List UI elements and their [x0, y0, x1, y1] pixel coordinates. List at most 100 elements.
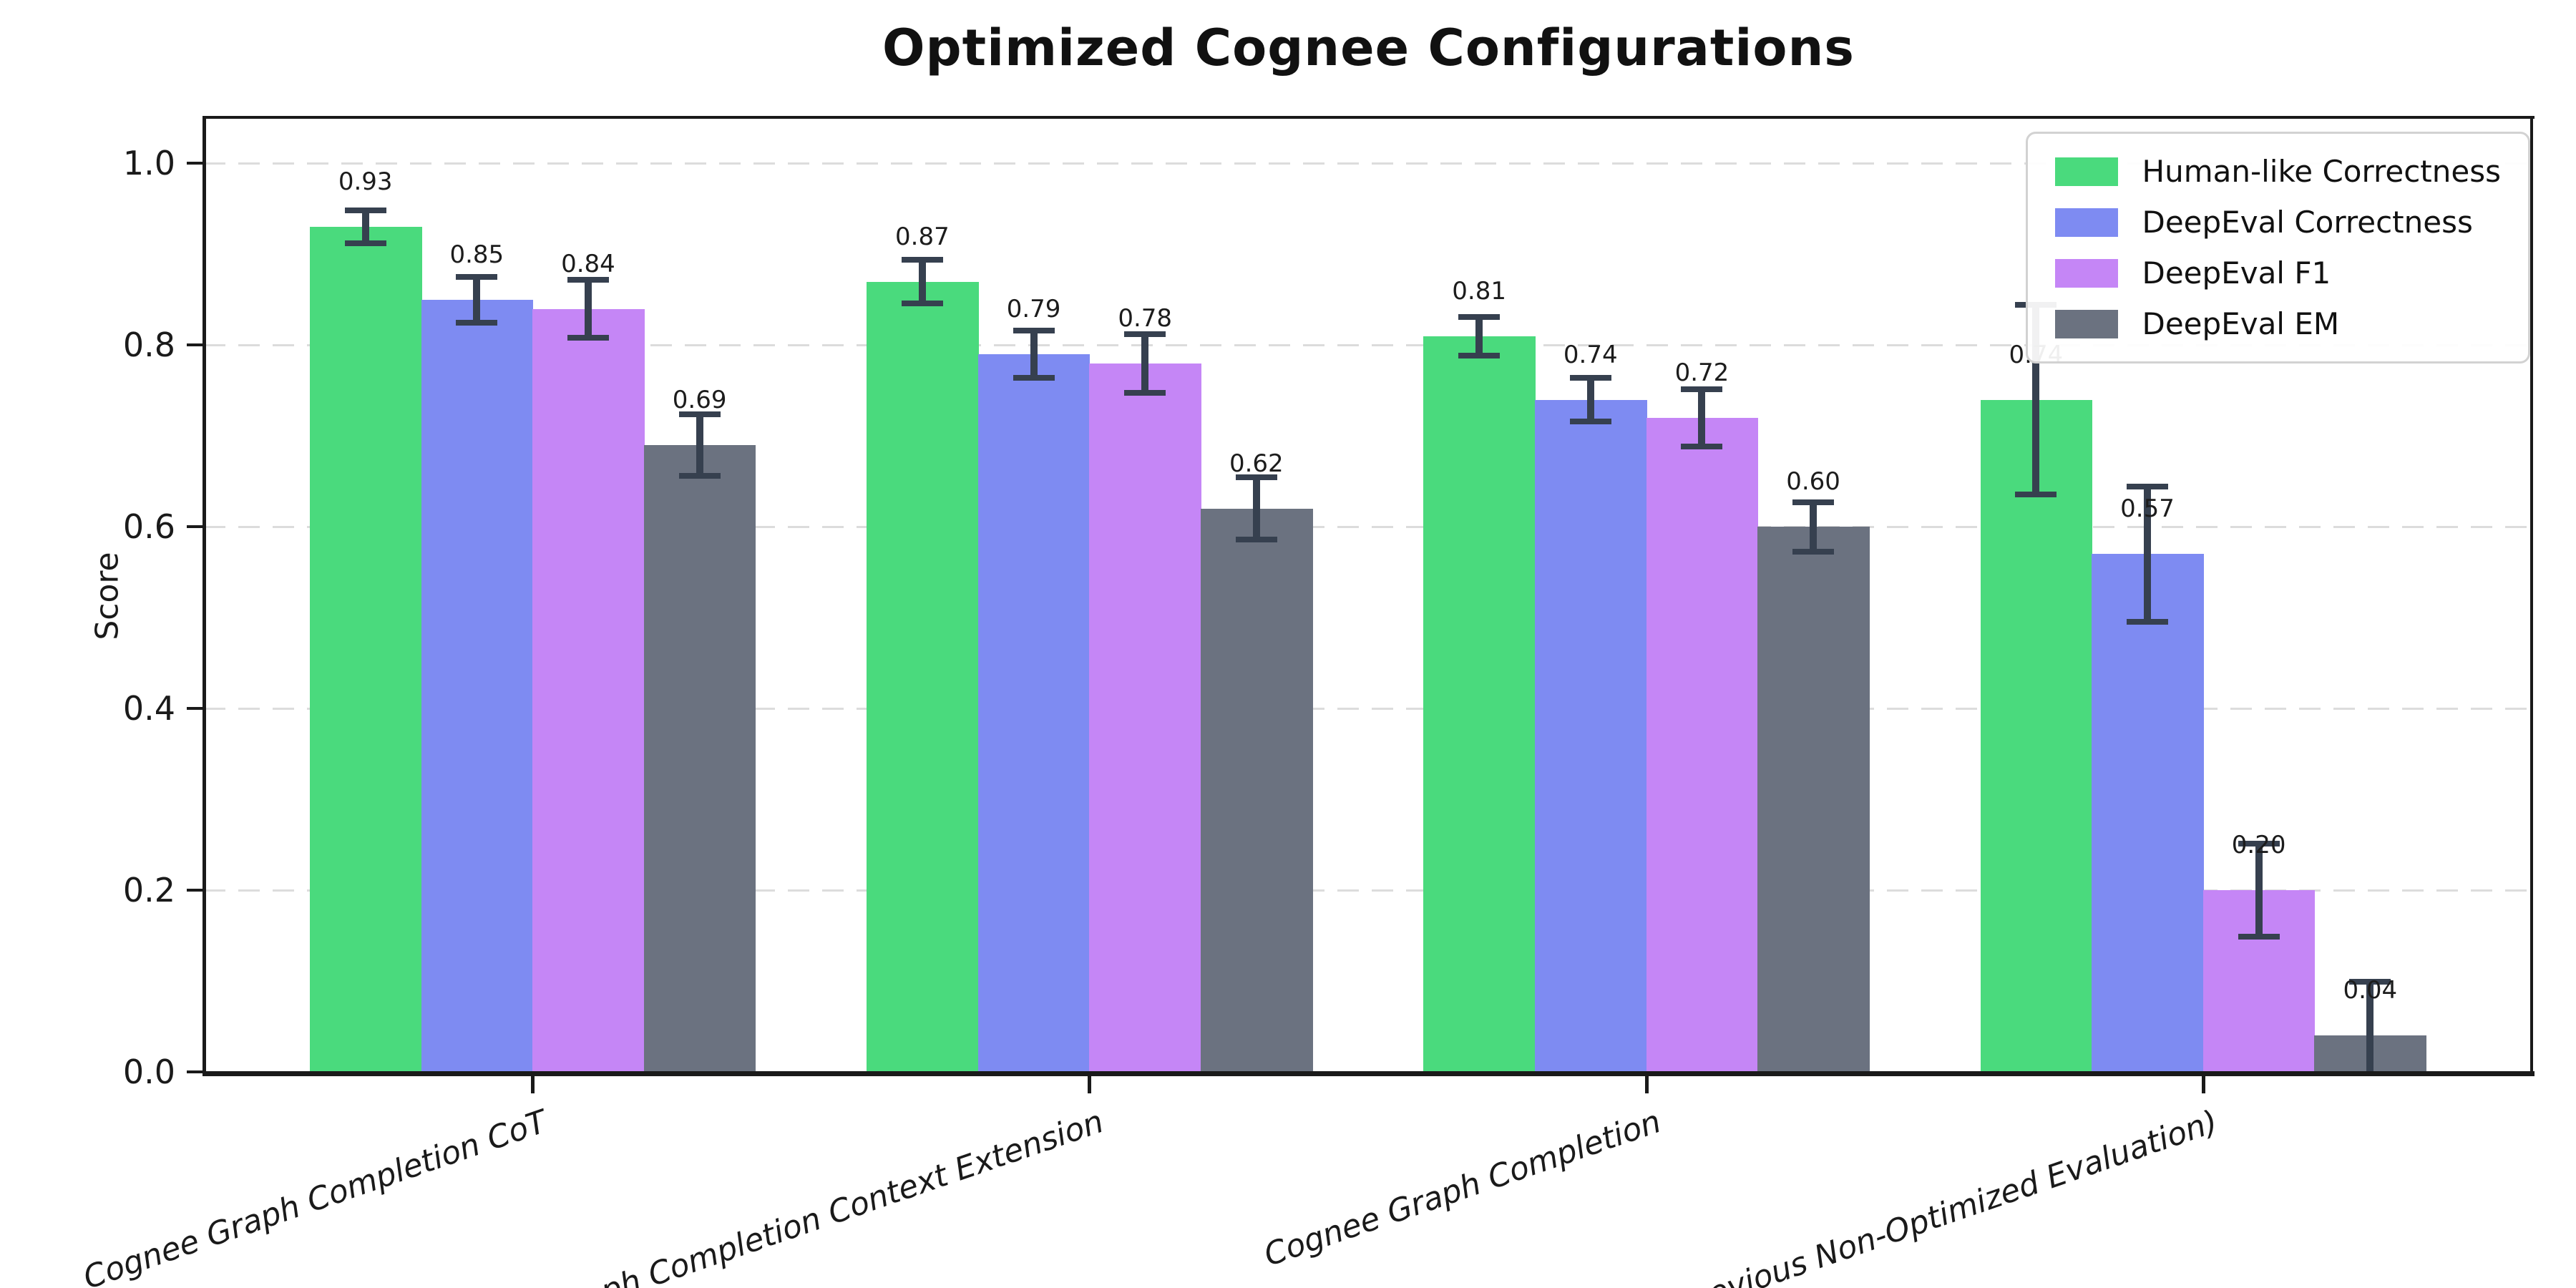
bar — [532, 308, 645, 1072]
bar — [1980, 399, 2093, 1072]
y-tick-label: 0.0 — [122, 1053, 175, 1091]
gridline — [204, 708, 2532, 711]
bar-value-label: 0.74 — [1563, 340, 1618, 369]
bar — [977, 354, 1091, 1072]
legend-swatch — [2054, 157, 2118, 186]
error-cap-top — [2349, 979, 2391, 985]
error-cap-bottom — [2238, 934, 2280, 940]
error-cap-top — [1569, 374, 1611, 381]
error-cap-top — [2238, 841, 2280, 847]
bar — [643, 445, 756, 1072]
bar — [1757, 527, 1870, 1072]
error-whisker — [361, 210, 369, 245]
plot-area: 0.930.870.810.740.850.790.740.570.840.78… — [204, 118, 2532, 1072]
gridline — [204, 162, 2532, 165]
y-axis-label: Score — [89, 552, 126, 640]
error-cap-bottom — [1569, 419, 1611, 425]
gridline — [204, 889, 2532, 892]
bar-value-label: 0.79 — [1006, 295, 1061, 324]
y-tick-label: 0.2 — [122, 871, 175, 910]
y-tick — [187, 343, 204, 347]
y-tick-label: 0.8 — [122, 326, 175, 365]
error-cap-top — [1013, 327, 1055, 333]
error-cap-bottom — [344, 240, 386, 247]
bar-value-label: 0.93 — [338, 167, 393, 197]
x-tick — [1644, 1075, 1649, 1093]
y-tick-label: 0.4 — [122, 689, 175, 728]
bar — [867, 281, 979, 1072]
x-tick — [1088, 1075, 1092, 1093]
legend-label: Human-like Correctness — [2142, 154, 2502, 189]
bar-value-label: 0.72 — [1674, 358, 1729, 387]
x-tick-label: Cognee Graph Completion CoT — [79, 1103, 552, 1288]
error-cap-top — [1235, 474, 1277, 481]
bar-value-label: 0.04 — [2343, 976, 2398, 1005]
legend-label: DeepEval EM — [2142, 306, 2340, 341]
error-cap-bottom — [2127, 618, 2169, 625]
x-tick — [2201, 1075, 2205, 1093]
error-cap-bottom — [901, 301, 943, 307]
x-tick-label: Cognee Graph Completion — [1259, 1103, 1666, 1274]
bar — [1201, 508, 1313, 1072]
error-whisker — [473, 275, 481, 323]
bar-value-label: 0.57 — [2120, 494, 2175, 524]
bar-value-label: 0.60 — [1786, 467, 1840, 497]
bar — [1646, 417, 1759, 1072]
x-axis-line — [203, 1071, 2534, 1076]
plot-border-top — [203, 116, 2534, 119]
legend-label: DeepEval F1 — [2142, 255, 2331, 291]
bar — [1089, 363, 1202, 1072]
error-cap-bottom — [1124, 389, 1166, 396]
error-cap-top — [456, 273, 498, 280]
error-cap-top — [901, 256, 943, 263]
error-whisker — [1810, 501, 1818, 552]
y-tick — [187, 889, 204, 892]
chart-title: Optimized Cognee Configurations — [882, 19, 1855, 77]
error-whisker — [696, 413, 703, 477]
error-cap-top — [1681, 386, 1723, 393]
gridline — [204, 344, 2532, 347]
gridline — [204, 526, 2532, 529]
error-whisker — [2144, 486, 2152, 623]
error-cap-top — [1792, 499, 1835, 505]
error-cap-top — [344, 208, 386, 214]
legend-item: DeepEval Correctness — [2054, 205, 2502, 240]
error-whisker — [1030, 329, 1038, 379]
bar — [1423, 336, 1536, 1072]
error-whisker — [1698, 389, 1706, 447]
error-cap-bottom — [567, 335, 609, 341]
y-axis-line — [203, 116, 206, 1076]
error-cap-bottom — [2015, 491, 2057, 497]
legend-label: DeepEval Correctness — [2142, 205, 2473, 240]
y-tick-label: 0.6 — [122, 507, 175, 547]
y-tick — [187, 525, 204, 529]
error-whisker — [2366, 981, 2374, 1072]
legend: Human-like Correctness DeepEval Correctne… — [2025, 132, 2530, 364]
error-whisker — [584, 278, 592, 339]
bar-value-label: 0.87 — [895, 222, 950, 251]
legend-item: DeepEval F1 — [2054, 255, 2502, 291]
error-cap-bottom — [678, 473, 721, 479]
error-cap-top — [678, 411, 721, 417]
error-cap-bottom — [1458, 352, 1501, 358]
y-tick — [187, 162, 204, 165]
error-whisker — [1252, 477, 1260, 541]
bar-value-label: 0.84 — [561, 249, 615, 278]
y-tick-label: 1.0 — [122, 144, 175, 183]
legend-item: DeepEval EM — [2054, 306, 2502, 341]
bar — [421, 299, 534, 1072]
error-cap-bottom — [1792, 548, 1835, 555]
error-cap-bottom — [456, 319, 498, 326]
error-whisker — [1475, 316, 1483, 356]
y-tick — [187, 1070, 204, 1073]
plot-border-right — [2530, 116, 2533, 1076]
error-cap-bottom — [1235, 537, 1277, 543]
error-cap-top — [1458, 313, 1501, 320]
error-whisker — [1141, 333, 1149, 394]
error-whisker — [1586, 376, 1594, 423]
bar — [1534, 399, 1647, 1072]
legend-swatch — [2054, 309, 2118, 338]
error-whisker — [918, 258, 926, 305]
bar-value-label: 0.69 — [672, 386, 727, 415]
